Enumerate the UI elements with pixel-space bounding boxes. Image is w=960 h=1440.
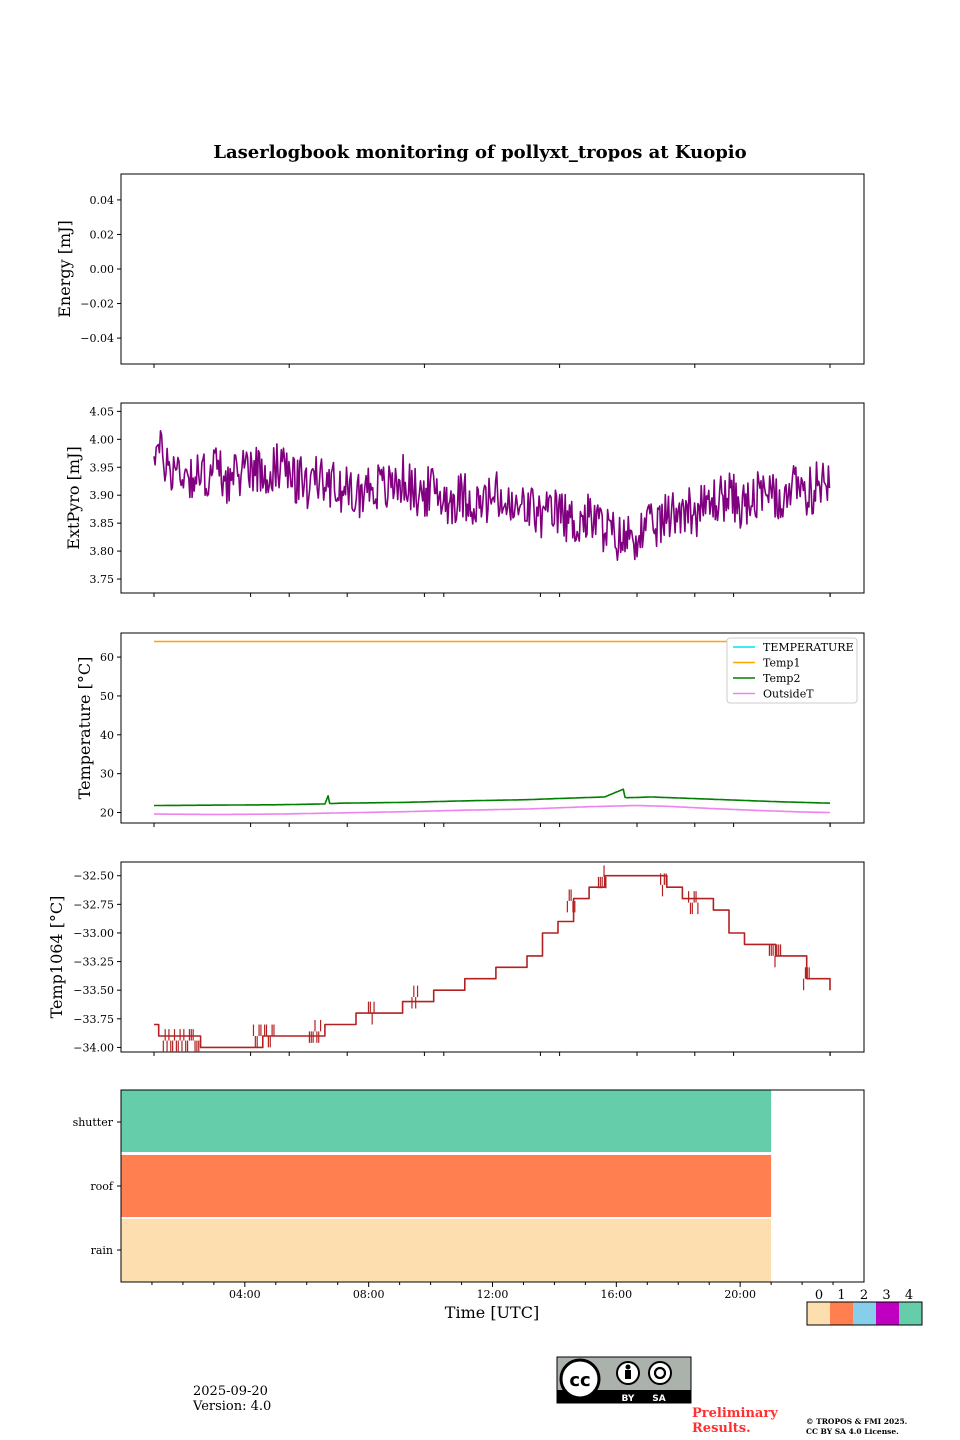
colorbar-label: 0	[815, 1288, 823, 1303]
x-axis-label: Time [UTC]	[445, 1303, 539, 1322]
heatmap-row-label: roof	[90, 1180, 114, 1193]
y-tick-label: −32.50	[73, 870, 114, 883]
colorbar-frame	[806, 1301, 923, 1326]
colorbar-cell	[899, 1302, 922, 1325]
copyright-line2: CC BY SA 4.0 License.	[806, 1427, 899, 1436]
preliminary-results-line1: Preliminary	[692, 1406, 778, 1421]
axes-frame	[120, 632, 865, 824]
y-tick-label: 60	[100, 651, 114, 664]
y-tick-label: −33.00	[73, 927, 114, 940]
legend-box	[726, 637, 858, 704]
colorbar-label: 2	[860, 1288, 868, 1303]
y-axis-label: Temperature [°C]	[75, 657, 94, 800]
heatmap-row-shutter	[121, 1090, 772, 1152]
heatmap-row-rain	[121, 1219, 772, 1282]
legend-entry: Temp2	[763, 672, 800, 685]
panel-3: 60 50 40 30 20 Temperature [°C] TEMPERATURE Tem…	[75, 632, 865, 827]
series-temp1064	[154, 874, 831, 1049]
panel-2: 4.05 4.00 3.95 3.90 3.85 3.80 3.75 ExtPyro [mJ]	[64, 402, 865, 597]
y-tick-label: 4.05	[90, 405, 115, 418]
badge-word: BY	[622, 1394, 635, 1404]
legend-entry: Temp1	[763, 657, 800, 670]
y-tick-label: 3.95	[90, 461, 115, 474]
by-body	[625, 1370, 631, 1379]
y-tick-label: −34.00	[73, 1041, 114, 1054]
heatmap-row-label: rain	[91, 1244, 113, 1257]
cc-by-sa-icon: cc BY SA	[556, 1356, 692, 1404]
series-extpyro	[153, 429, 831, 562]
footer-date: 2025-09-20	[193, 1384, 268, 1399]
by-head	[625, 1364, 631, 1370]
colorbar-cell	[876, 1302, 899, 1325]
y-tick-label: 0.02	[90, 228, 115, 241]
y-tick-label: 30	[100, 768, 114, 781]
y-tick-label: −33.25	[73, 956, 114, 969]
y-tick-label: −33.50	[73, 984, 114, 997]
cc-letters: cc	[569, 1370, 590, 1391]
panel-1: 0.04 0.02 0.00 −0.02 −0.04 Energy [mJ]	[55, 173, 865, 368]
y-axis-label: Temp1064 [°C]	[47, 896, 66, 1019]
panel-4: −32.50 −32.75 −33.00 −33.25 −33.50 −33.75 −34.…	[47, 861, 865, 1056]
x-tick-label: 16:00	[600, 1288, 632, 1301]
badge-word: SA	[652, 1394, 665, 1404]
footer-version: Version: 4.0	[193, 1399, 272, 1414]
y-tick-label: 3.80	[90, 545, 115, 558]
heatmap-row-roof	[121, 1155, 772, 1217]
x-tick-label: 08:00	[353, 1288, 385, 1301]
y-tick-label: 4.00	[90, 433, 115, 446]
sa-arrow	[653, 1366, 667, 1380]
legend-entry: TEMPERATURE	[763, 641, 854, 654]
legend: TEMPERATURE Temp1 Temp2 OutsideT	[726, 637, 858, 704]
axes-frame	[120, 173, 865, 365]
y-axis-label: ExtPyro [mJ]	[64, 446, 83, 549]
axes-frame	[120, 861, 865, 1053]
axes-frame	[120, 402, 865, 594]
y-tick-label: −33.75	[73, 1013, 114, 1026]
y-tick-label: 20	[100, 807, 114, 820]
x-tick-label: 12:00	[477, 1288, 509, 1301]
y-tick-label: 3.90	[90, 489, 115, 502]
y-tick-label: 50	[100, 690, 114, 703]
y-tick-label: 40	[100, 729, 114, 742]
colorbar-label: 4	[905, 1288, 913, 1303]
y-axis-label: Energy [mJ]	[55, 220, 74, 318]
colorbar-cell	[807, 1302, 830, 1325]
copyright-line1: © TROPOS & FMI 2025.	[806, 1417, 908, 1426]
colorbar-label: 1	[837, 1288, 845, 1303]
y-tick-label: 0.04	[90, 194, 115, 207]
y-tick-label: −0.02	[80, 298, 114, 311]
heatmap-row-label: shutter	[73, 1116, 114, 1129]
colorbar-cell	[830, 1302, 853, 1325]
cc-circle	[559, 1358, 601, 1400]
y-tick-label: −32.75	[73, 898, 114, 911]
preliminary-results-line2: Results.	[692, 1421, 751, 1436]
y-tick-label: 3.75	[90, 573, 115, 586]
y-tick-label: 0.00	[90, 263, 115, 276]
colorbar-label: 3	[882, 1288, 890, 1303]
series-outsidet	[154, 804, 830, 816]
x-tick-label: 20:00	[724, 1288, 756, 1301]
status-heatmap: shutter roof rain 04:00 08:00 12:00 16:00 20:00…	[73, 1089, 865, 1322]
colorbar-cell	[853, 1302, 876, 1325]
y-tick-label: −0.04	[80, 332, 114, 345]
legend-entry: OutsideT	[763, 688, 814, 701]
series-temp2	[154, 788, 831, 807]
sa-icon	[648, 1361, 672, 1385]
chart-title: Laserlogbook monitoring of pollyxt_tropo…	[213, 142, 746, 163]
x-tick-label: 04:00	[229, 1288, 261, 1301]
y-tick-label: 3.85	[90, 517, 115, 530]
